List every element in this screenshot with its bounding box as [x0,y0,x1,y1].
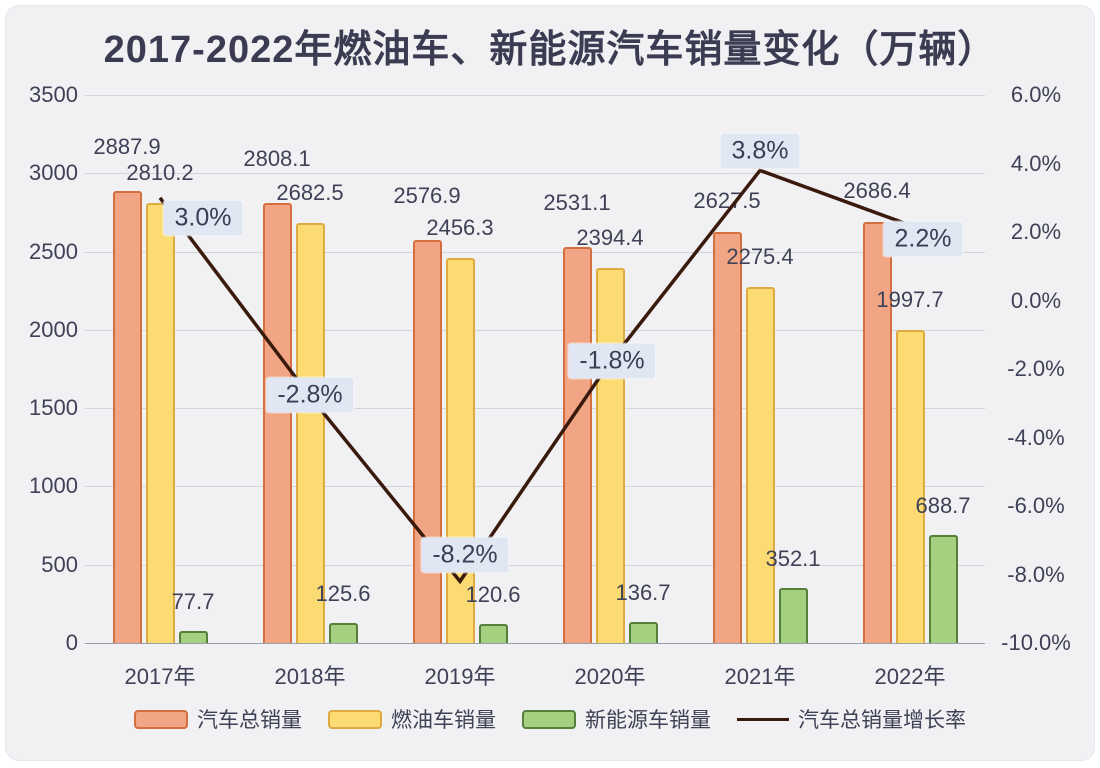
y-axis-tick-label: 1500 [29,395,78,421]
y-axis-tick-label: 3500 [29,82,78,107]
bar-汽车总销量 [112,190,142,643]
gridline [85,643,985,644]
growth-rate-point-label: 3.8% [720,133,800,169]
x-axis-label: 2020年 [574,664,646,689]
y-axis-tick-label: 2500 [29,238,78,264]
bar-value-label: 2531.1 [543,189,611,215]
bar-value-label: 2887.9 [93,133,161,159]
bar-value-label: 2394.4 [576,225,644,251]
bar-value-label: 2682.5 [276,180,344,205]
pct-axis-tick-label: -8.0% [1007,561,1065,587]
x-axis-label: 2022年 [874,664,946,689]
pct-axis-tick-label: 2.0% [1010,219,1062,244]
legend-label: 新能源车销量 [585,709,711,732]
bar-燃油车销量 [745,286,775,643]
pct-axis-tick-label: -10.0% [1001,630,1071,655]
growth-rate-point-label: -2.8% [266,377,354,413]
bar-汽车总销量 [562,246,592,643]
bar-新能源车销量 [628,621,658,643]
gridline [85,95,985,96]
legend-item: 燃油车销量 [328,704,496,734]
legend-label: 汽车总销量增长率 [798,709,966,732]
pct-axis-tick-label: -2.0% [1007,356,1065,381]
pct-axis-tick-label: 4.0% [1010,150,1062,176]
bar-value-label: 352.1 [765,545,821,571]
bar-新能源车销量 [778,587,808,643]
bar-value-label: 1997.7 [876,287,944,313]
bar-燃油车销量 [295,223,325,643]
bar-value-label: 2456.3 [426,215,494,241]
pct-axis-tick-label: -6.0% [1007,493,1065,518]
growth-rate-point-label: 3.0% [163,200,243,236]
gridline [85,173,985,175]
bar-汽车总销量 [712,231,742,643]
gridline [85,564,985,566]
growth-rate-point-label: -1.8% [568,343,656,379]
x-axis-label: 2017年 [124,664,196,689]
pct-axis-tick-label: -4.0% [1007,424,1065,450]
bar-value-label: 77.7 [171,588,215,614]
legend-label: 汽车总销量 [197,709,302,732]
legend-label: 燃油车销量 [391,709,496,732]
bar-燃油车销量 [895,330,925,643]
bar-汽车总销量 [262,203,292,643]
legend-item: 新能源车销量 [522,704,711,734]
bar-value-label: 2275.4 [726,243,794,269]
bar-燃油车销量 [145,203,175,643]
growth-rate-point-label: 2.2% [883,221,963,257]
legend-line-symbol [737,717,789,721]
x-axis-label: 2019年 [424,664,496,689]
x-axis-label: 2021年 [724,664,796,689]
pct-axis-tick-label: 6.0% [1010,82,1062,107]
gridline [85,486,985,488]
legend-swatch-新能源车销量 [522,709,576,729]
bar-新能源车销量 [178,630,208,643]
bar-value-label: 2808.1 [243,146,311,172]
bar-value-label: 2686.4 [843,178,911,204]
pct-axis-tick-label: 0.0% [1010,287,1062,313]
bar-新能源车销量 [328,623,358,643]
bar-value-label: 2810.2 [126,160,194,185]
y-axis-tick-label: 2000 [29,316,78,342]
bar-value-label: 2627.5 [693,187,761,213]
gridline [85,329,985,331]
bar-value-label: 125.6 [315,581,371,607]
bar-汽车总销量 [412,239,442,643]
legend-swatch-燃油车销量 [328,709,382,729]
legend: 汽车总销量 燃油车销量 新能源车销量 汽车总销量增长率 [0,704,1100,734]
legend-swatch-汽车总销量 [134,709,188,729]
bar-value-label: 2576.9 [393,182,461,208]
y-axis-tick-label: 500 [41,551,78,577]
y-axis-tick-label: 0 [65,630,78,655]
gridline [85,251,985,253]
chart-title: 2017-2022年燃油车、新能源汽车销量变化（万辆） [103,29,997,71]
y-axis-tick-label: 3000 [29,160,78,186]
y-axis-tick-label: 1000 [29,473,78,499]
growth-rate-point-label: -8.2% [421,537,509,573]
bar-汽车总销量 [862,222,892,643]
bar-value-label: 120.6 [465,582,521,608]
bar-value-label: 688.7 [915,493,971,519]
bar-value-label: 136.7 [615,579,671,605]
legend-item: 汽车总销量 [134,704,302,734]
bar-新能源车销量 [478,624,508,643]
gridline [85,408,985,410]
bar-新能源车销量 [928,535,958,643]
x-axis-label: 2018年 [274,664,346,689]
legend-item: 汽车总销量增长率 [737,704,966,734]
